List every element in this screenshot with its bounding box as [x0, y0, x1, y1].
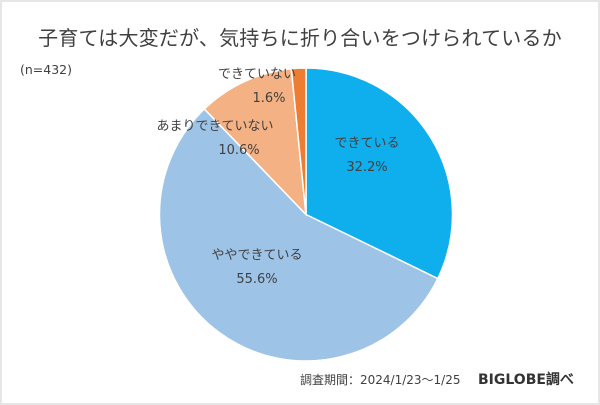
slice-value: 32.2%: [346, 160, 388, 175]
slice-label-dekiteiru: できている 32.2%: [334, 132, 399, 175]
slice-amari-dekiteinai: [203, 67, 307, 217]
slice-name: できている: [334, 136, 400, 151]
survey-period: 調査期間：2024/1/23～1/25: [300, 373, 461, 387]
slice-dekiteiru: [305, 67, 454, 280]
slice-label-dekiteinai: できていない 1.6%: [218, 63, 296, 106]
slice-name: あまりできていない: [156, 119, 274, 134]
slice-dekiteinai: [290, 67, 307, 215]
slice-label-yaya-dekiteiru: ややできている 55.6%: [211, 244, 302, 287]
slice-value: 10.6%: [218, 143, 260, 158]
slice-value: 1.6%: [252, 91, 286, 106]
chart-title: 子育ては大変だが、気持ちに折り合いをつけられているか: [38, 26, 562, 50]
slice-yaya-dekiteiru: [158, 107, 439, 362]
slice-name: できていない: [217, 67, 297, 82]
source-credit: BIGLOBE調べ: [478, 372, 574, 388]
slice-value: 55.6%: [236, 272, 278, 287]
slice-label-amari-dekiteinai: あまりできていない 10.6%: [156, 115, 273, 158]
sample-size-label: (n=432): [20, 62, 73, 77]
slice-name: ややできている: [211, 248, 303, 263]
